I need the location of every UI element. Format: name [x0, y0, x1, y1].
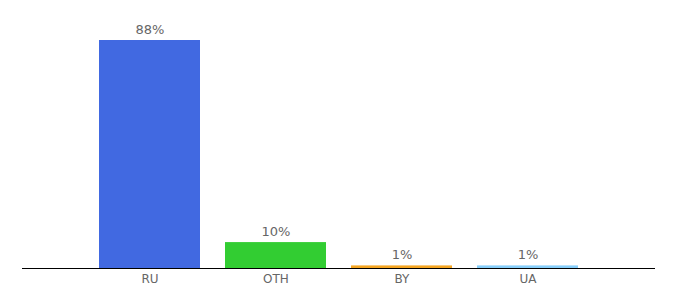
svg-text:OTH: OTH [263, 272, 289, 286]
svg-text:1%: 1% [392, 247, 413, 262]
svg-text:UA: UA [520, 272, 538, 286]
svg-text:RU: RU [141, 272, 158, 286]
svg-text:1%: 1% [518, 247, 539, 262]
svg-text:BY: BY [395, 272, 411, 286]
svg-text:10%: 10% [262, 224, 291, 239]
svg-text:88%: 88% [136, 22, 165, 37]
